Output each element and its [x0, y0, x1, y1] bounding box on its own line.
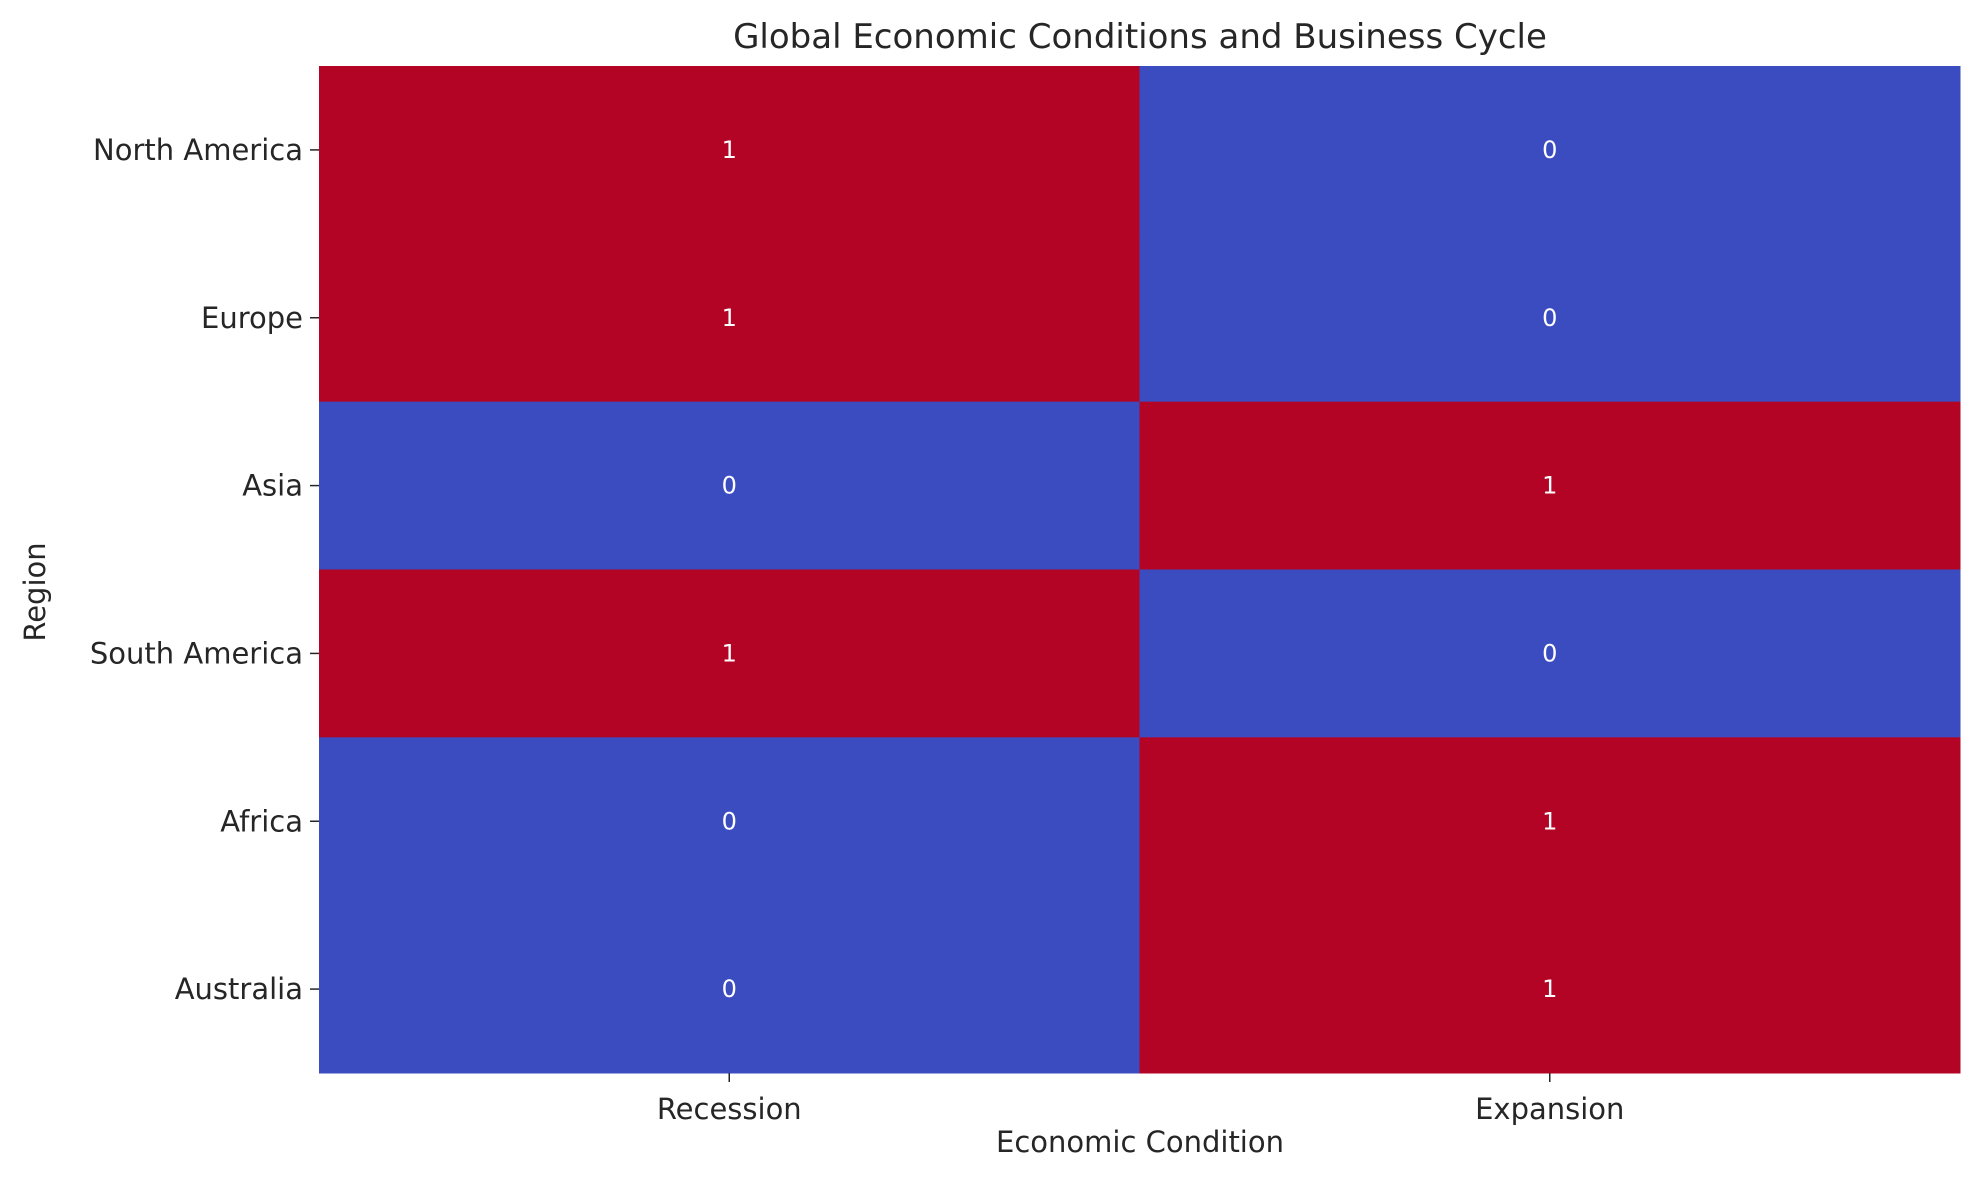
y-tick-label: Africa	[220, 804, 303, 838]
y-tick-label: South America	[90, 636, 303, 670]
heatmap-cell-labels: 1 0 1 0 0 1 1 0 0 1 0 1	[722, 136, 1558, 1003]
heatmap-cell	[319, 569, 1140, 738]
x-axis: Recession Expansion	[657, 1073, 1624, 1126]
heatmap-cell-value: 0	[1542, 639, 1557, 667]
heatmap-cells	[319, 66, 1961, 1074]
heatmap-cell-value: 1	[722, 639, 737, 667]
y-tick-label: Asia	[242, 469, 303, 503]
x-axis-label: Economic Condition	[996, 1125, 1284, 1159]
y-tick-label: Australia	[175, 972, 303, 1006]
heatmap-cell-value: 1	[722, 304, 737, 332]
heatmap-cell-value: 0	[1542, 136, 1557, 164]
y-tick-label: North America	[93, 133, 303, 167]
y-tick-label: Europe	[201, 301, 303, 335]
heatmap-cell-value: 0	[722, 472, 737, 500]
x-tick-label: Expansion	[1475, 1092, 1624, 1126]
heatmap-cell-value: 1	[1542, 807, 1557, 835]
heatmap-cell-value: 0	[722, 975, 737, 1003]
heatmap-cell	[1139, 401, 1961, 570]
heatmap-cell	[319, 401, 1140, 570]
x-tick-label: Recession	[657, 1092, 802, 1126]
heatmap-cell-value: 1	[1542, 472, 1557, 500]
heatmap-cell	[319, 66, 1140, 235]
heatmap-cell-value: 1	[722, 136, 737, 164]
y-axis: North America Europe Asia South America Afri…	[90, 133, 319, 1006]
heatmap-cell	[1139, 569, 1961, 738]
heatmap-cell	[1139, 905, 1961, 1074]
heatmap-cell	[1139, 66, 1961, 235]
heatmap-cell-value: 0	[722, 807, 737, 835]
heatmap-cell-value: 1	[1542, 975, 1557, 1003]
heatmap-cell	[319, 233, 1140, 403]
chart-title: Global Economic Conditions and Business …	[733, 17, 1547, 57]
heatmap-cell	[319, 905, 1140, 1074]
heatmap-cell	[1139, 737, 1961, 906]
y-axis-label: Region	[18, 542, 52, 641]
heatmap-cell	[319, 737, 1140, 906]
heatmap-cell	[1139, 233, 1961, 403]
heatmap-cell-value: 0	[1542, 304, 1557, 332]
